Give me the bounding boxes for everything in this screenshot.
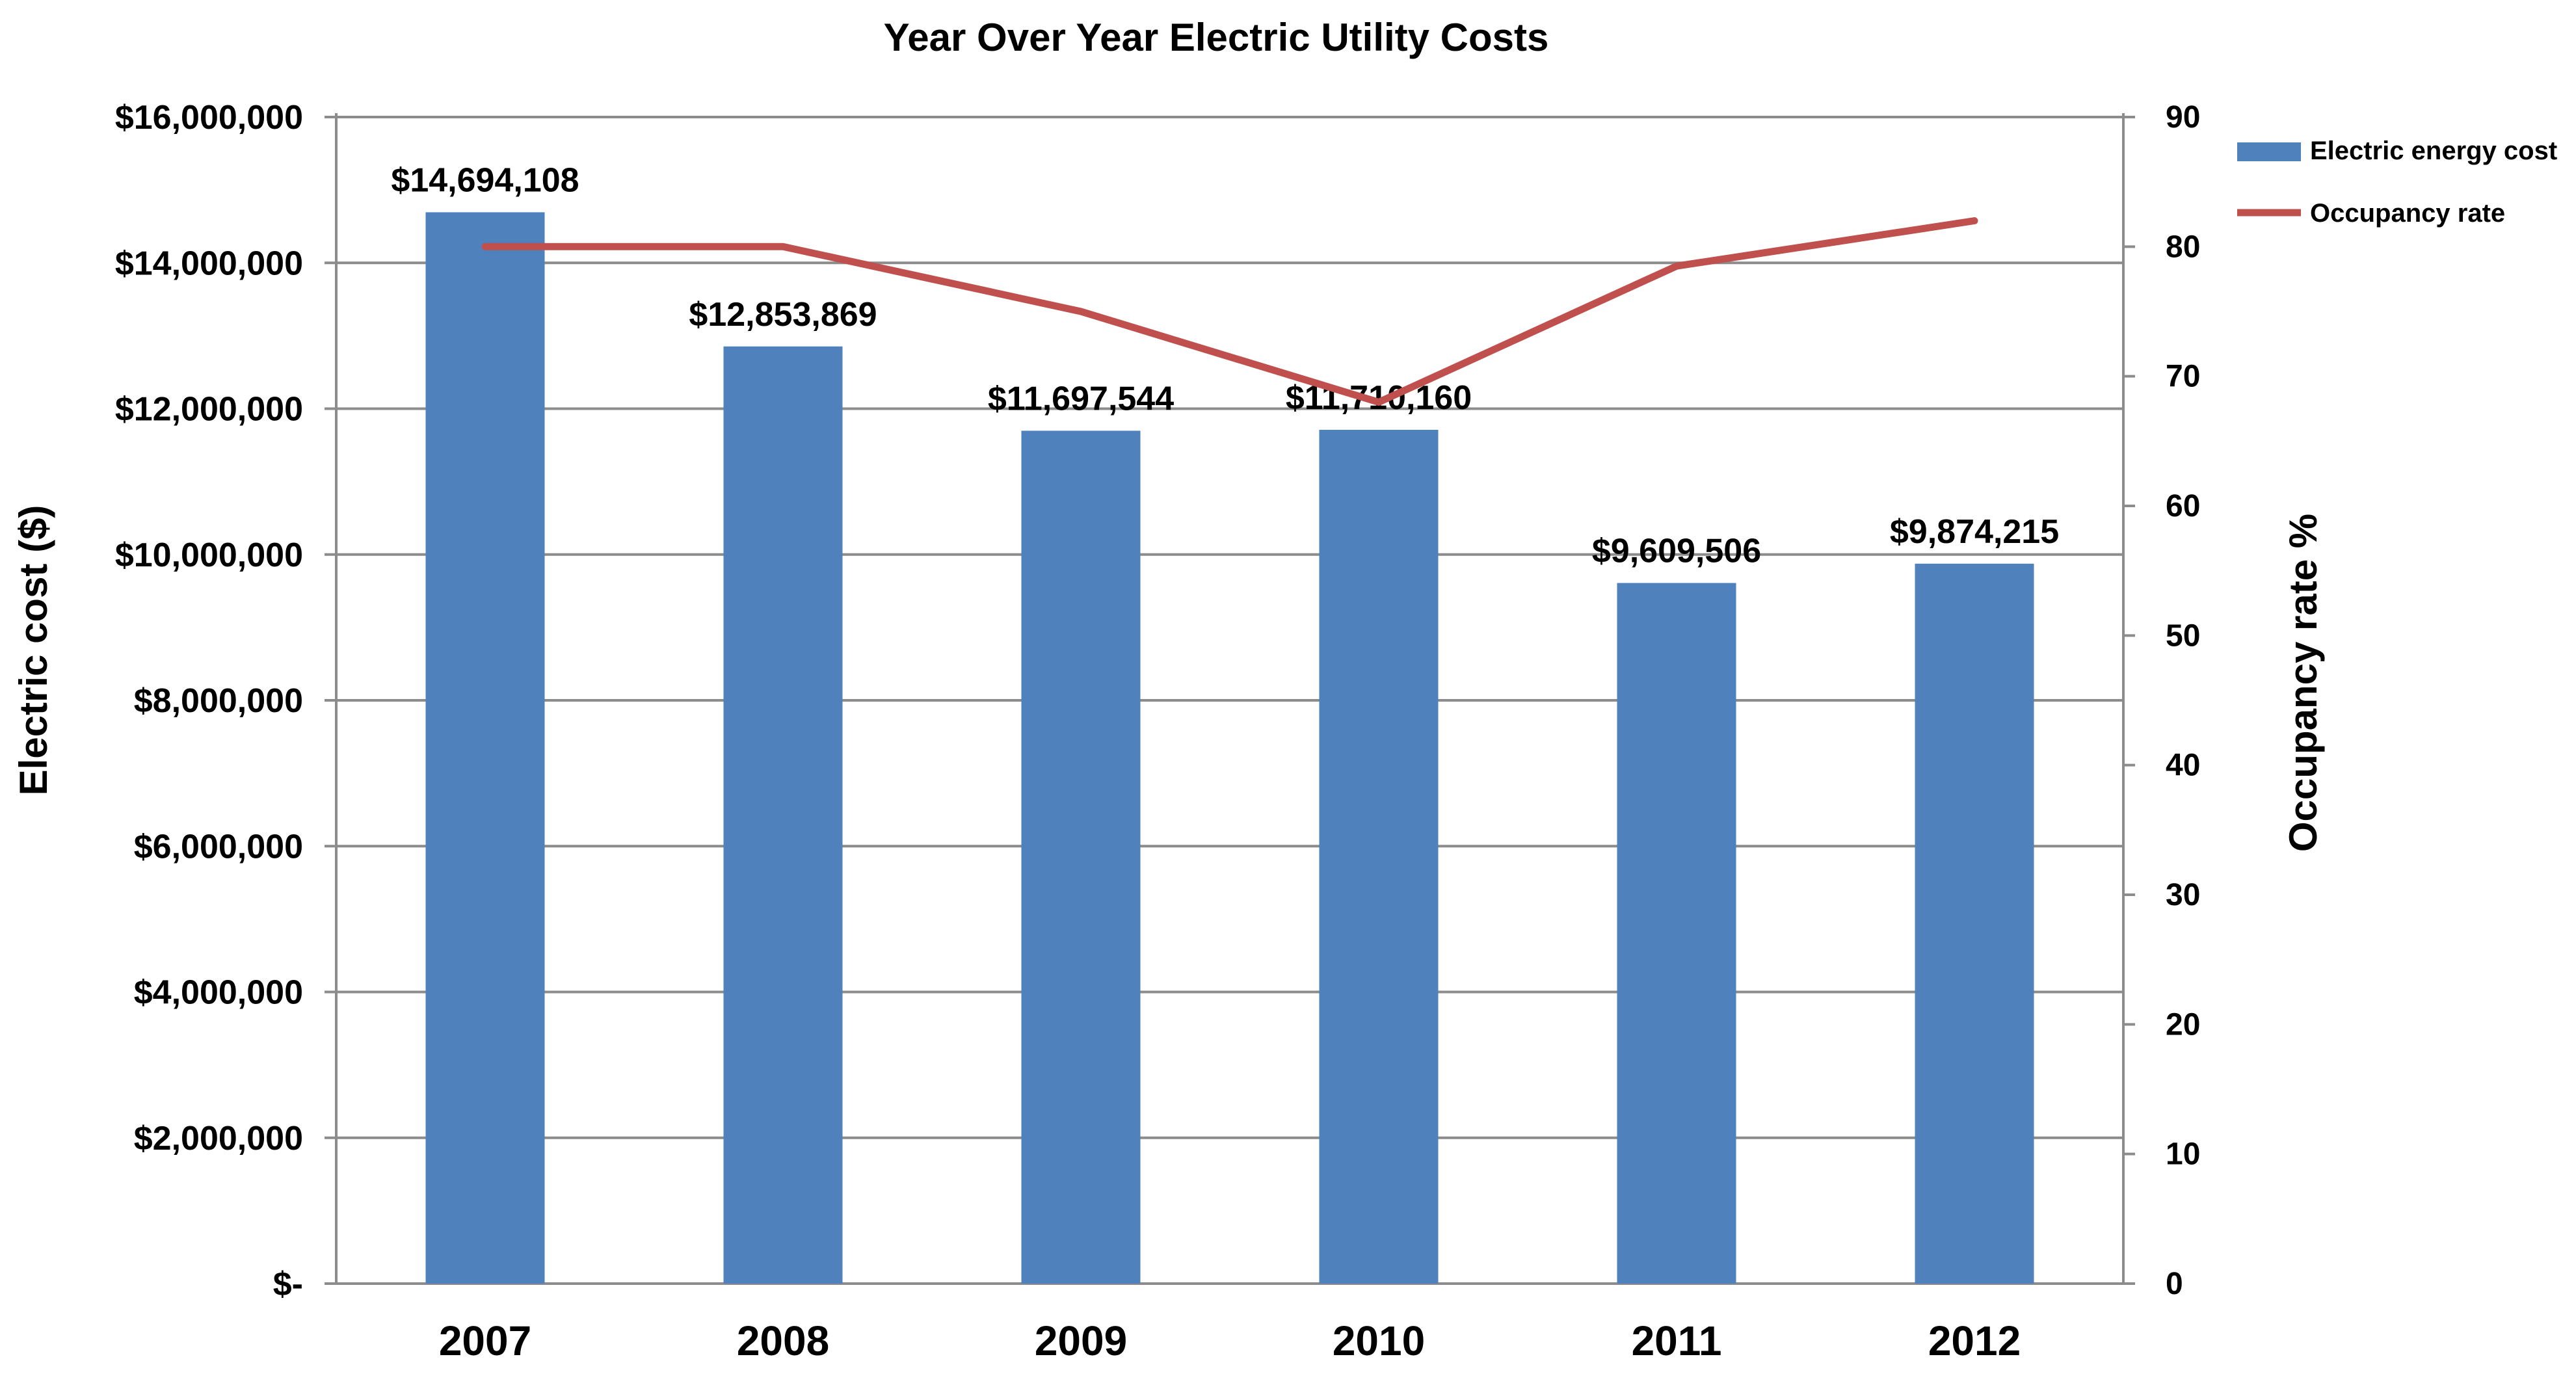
gridlines xyxy=(336,116,2123,1139)
y2-tick-label: 40 xyxy=(2166,748,2200,783)
legend-label-electric-energy-cost: Electric energy cost xyxy=(2310,137,2557,165)
line-series xyxy=(481,217,1978,406)
x-tick-label: 2010 xyxy=(1333,1317,1425,1364)
bar-data-labels: $14,694,108$12,853,869$11,697,544 $11,710… xyxy=(391,161,2059,570)
left-axis-ticks: $- $2,000,000 $4,000,000 $6,000,000 $8,000,0… xyxy=(115,99,303,1303)
y2-tick-label: 10 xyxy=(2166,1137,2200,1172)
x-axis-ticks: 2007 2008 2009 2010 2011 2012 xyxy=(439,1317,2021,1364)
y-tick-label: $4,000,000 xyxy=(134,974,303,1012)
bar-2011 xyxy=(1617,583,1736,1284)
y2-tick-label: 90 xyxy=(2166,100,2200,135)
y2-tick-label: 60 xyxy=(2166,489,2200,523)
bar-data-label: $11,697,544 xyxy=(988,380,1174,417)
y-tick-label: $14,000,000 xyxy=(115,244,303,282)
bar-2009 xyxy=(1021,430,1141,1284)
y-tick-label: $8,000,000 xyxy=(134,682,303,720)
legend-swatch-electric-energy-cost xyxy=(2237,142,2301,161)
y-tick-label: $16,000,000 xyxy=(115,99,303,137)
axes xyxy=(325,113,2135,1285)
bar-data-label: $12,853,869 xyxy=(689,296,877,334)
y2-tick-label: 0 xyxy=(2166,1267,2183,1301)
chart-title: Year Over Year Electric Utility Costs xyxy=(884,16,1549,59)
y2-tick-label: 30 xyxy=(2166,878,2200,912)
bar-series xyxy=(425,212,2034,1284)
y2-axis-title: Occupancy rate % xyxy=(2281,514,2325,852)
y-tick-label: $- xyxy=(273,1265,303,1303)
y2-tick-label: 80 xyxy=(2166,230,2200,264)
y2-tick-label: 50 xyxy=(2166,618,2200,653)
bar-data-label: $9,609,506 xyxy=(1592,533,1761,570)
bar-2012 xyxy=(1915,563,2034,1284)
y2-tick-label: 70 xyxy=(2166,360,2200,394)
legend: Electric energy cost Occupancy rate xyxy=(2237,137,2557,228)
y2-tick-label: 20 xyxy=(2166,1007,2200,1042)
bar-data-label: $9,874,215 xyxy=(1890,513,2059,551)
x-tick-label: 2007 xyxy=(439,1317,531,1364)
x-tick-label: 2011 xyxy=(1632,1317,1722,1364)
legend-label-occupancy-rate: Occupancy rate xyxy=(2310,199,2505,228)
y-tick-label: $2,000,000 xyxy=(134,1120,303,1157)
y-tick-label: $12,000,000 xyxy=(115,391,303,429)
bar-2008 xyxy=(723,346,843,1284)
occupancy-rate-line xyxy=(481,217,1978,406)
bar-2007 xyxy=(425,212,545,1284)
y-tick-label: $10,000,000 xyxy=(115,536,303,574)
x-tick-label: 2008 xyxy=(737,1317,829,1364)
x-tick-label: 2009 xyxy=(1035,1317,1127,1364)
y-axis-title: Electric cost ($) xyxy=(12,505,55,796)
bar-data-label: $14,694,108 xyxy=(391,161,579,199)
x-tick-label: 2012 xyxy=(1928,1317,2021,1364)
right-axis-ticks: 0 10 20 30 40 50 60 70 80 90 xyxy=(2166,100,2200,1301)
y-tick-label: $6,000,000 xyxy=(134,828,303,865)
bar-2010 xyxy=(1319,429,1439,1284)
